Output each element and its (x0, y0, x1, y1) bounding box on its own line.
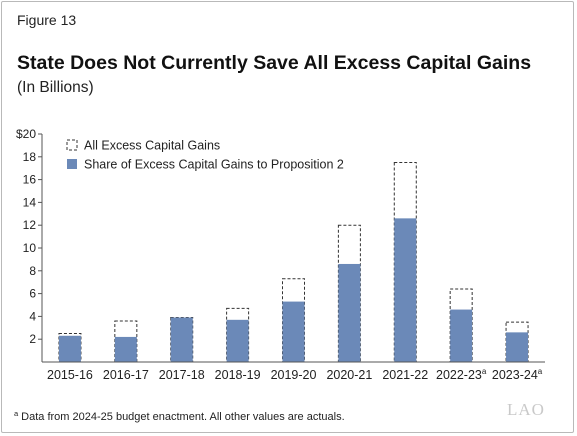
figure-label: Figure 13 (17, 12, 77, 28)
footnote-marker: a (14, 409, 19, 418)
footnote-text: Data from 2024-25 budget enactment. All … (21, 411, 345, 423)
x-tick-label: 2018-19 (215, 368, 261, 382)
bar-prop2-2018-19 (226, 319, 249, 362)
x-tick-label: 2017-18 (159, 368, 205, 382)
legend: All Excess Capital Gains Share of Excess… (66, 139, 344, 172)
legend-swatch-prop2 (67, 159, 77, 169)
x-tick-superscript: a (482, 367, 487, 376)
x-tick-superscript: a (538, 367, 543, 376)
x-tick-label: 2023-24a (492, 367, 543, 382)
x-tick-label: 2016-17 (103, 368, 149, 382)
y-tick-label: 4 (29, 309, 36, 323)
y-tick-label: 8 (29, 264, 36, 278)
bar-prop2-2023-24 (506, 332, 529, 362)
bar-prop2-2021-22 (394, 218, 417, 362)
y-tick-label: 12 (23, 218, 37, 232)
y-tick-label: $20 (16, 127, 36, 141)
chart-subtitle: (In Billions) (17, 79, 94, 96)
legend-label-prop2: Share of Excess Capital Gains to Proposi… (84, 158, 344, 172)
lao-logo: LAO (507, 400, 545, 419)
legend-label-all-gains: All Excess Capital Gains (84, 139, 220, 153)
bar-prop2-2020-21 (338, 263, 361, 362)
x-tick-label: 2021-22 (382, 368, 428, 382)
bar-prop2-2016-17 (114, 336, 137, 362)
y-tick-label: 16 (23, 173, 37, 187)
bar-prop2-2022-23 (450, 309, 473, 362)
footnote: a Data from 2024-25 budget enactment. All… (14, 409, 345, 423)
x-tick-label: 2022-23a (436, 367, 487, 382)
chart-title: State Does Not Currently Save All Excess… (17, 52, 532, 74)
y-tick-label: 2 (29, 332, 36, 346)
y-tick-label: 6 (29, 287, 36, 301)
x-tick-label: 2015-16 (47, 368, 93, 382)
y-tick-label: 18 (23, 150, 37, 164)
y-tick-label: 14 (23, 195, 37, 209)
x-tick-label: 2020-21 (326, 368, 372, 382)
bar-prop2-2019-20 (282, 301, 305, 362)
bar-prop2-2015-16 (58, 335, 81, 362)
x-tick-label: 2019-20 (271, 368, 317, 382)
bar-prop2-2017-18 (170, 317, 193, 362)
y-tick-label: 10 (23, 241, 37, 255)
bar-chart: All Excess Capital Gains Share of Excess… (16, 127, 545, 382)
legend-swatch-all-gains (66, 139, 78, 151)
